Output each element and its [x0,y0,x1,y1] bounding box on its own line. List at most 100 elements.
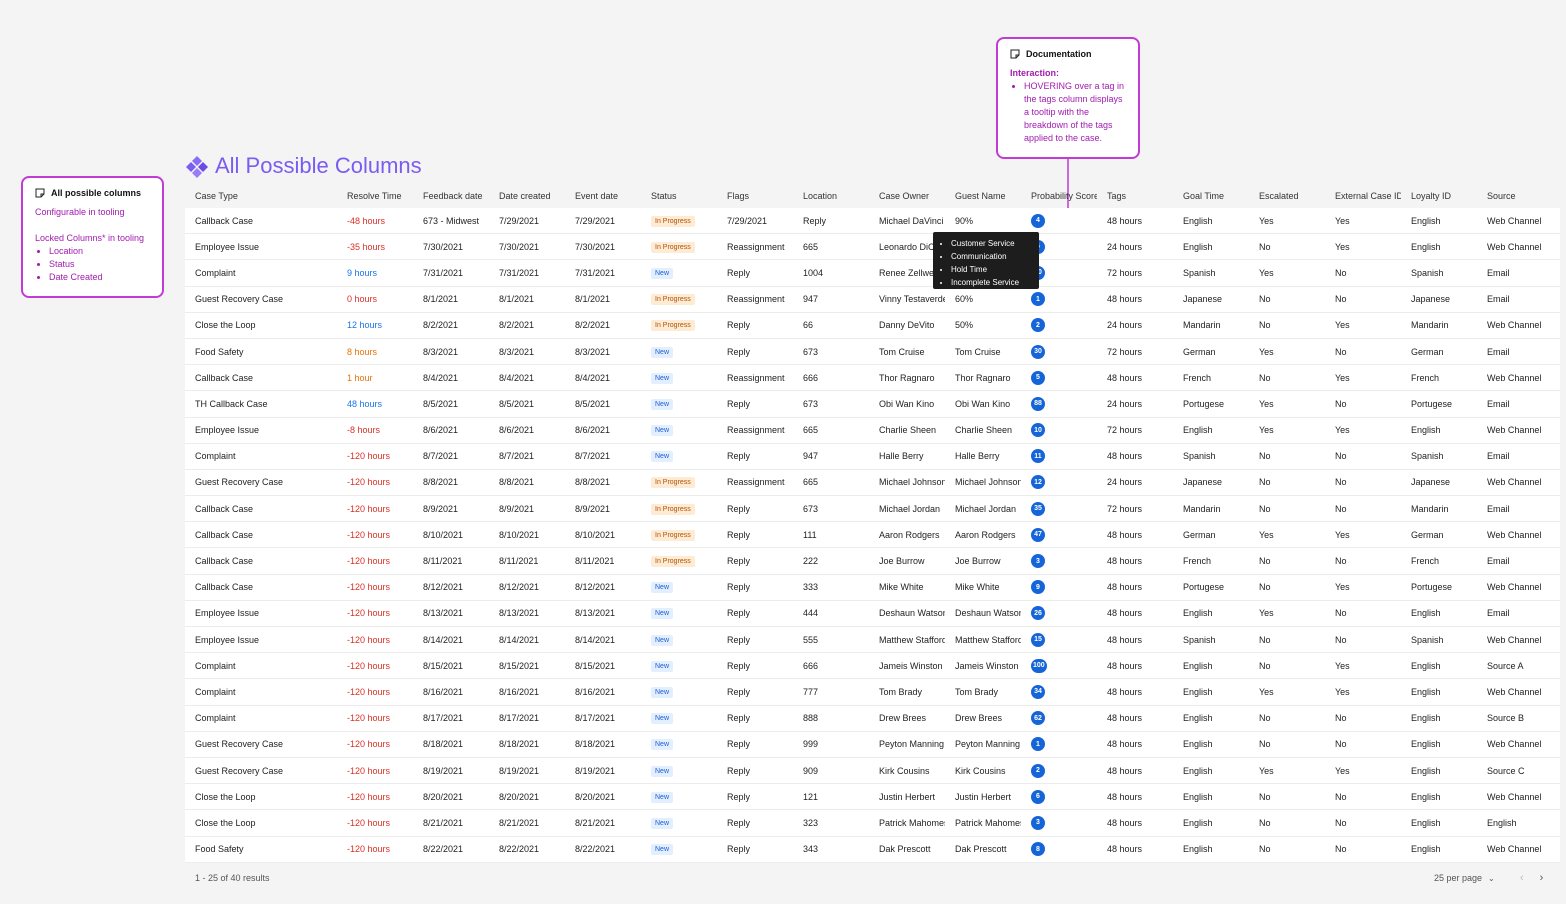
tag-count-badge[interactable]: 47 [1031,527,1045,542]
cell-tags: 48 hours [1107,844,1143,855]
tag-count-badge[interactable]: 1 [1031,292,1045,307]
cell-event-date: 8/18/2021 [575,739,616,750]
cell-location: 665 [803,425,819,436]
tag-count-badge[interactable]: 1 [1031,737,1045,752]
cell-external-case-id: No [1335,556,1347,567]
chevron-right-icon[interactable]: › [1539,872,1544,884]
tag-count-badge[interactable]: 100 [1031,658,1047,673]
cell-flags: Reply [727,608,751,619]
column-header-location[interactable]: Location [803,191,838,201]
table-row[interactable]: Employee Issue -35 hours 7/30/2021 7/30/202… [185,234,1560,261]
table-row[interactable]: Guest Recovery Case 0 hours 8/1/2021 8/1/20… [185,287,1560,313]
table-row[interactable]: Employee Issue -120 hours 8/13/2021 8/13/20… [185,601,1560,627]
cell-feedback-date: 8/19/2021 [423,765,464,776]
table-row[interactable]: Employee Issue -8 hours 8/6/2021 8/6/2021 8/… [185,418,1560,444]
table-row[interactable]: Close the Loop -120 hours 8/20/2021 8/20/20… [185,784,1560,811]
table-row[interactable]: Complaint -120 hours 8/7/2021 8/7/2021 8/7/2… [185,444,1560,470]
table-row[interactable]: Complaint 9 hours 7/31/2021 7/31/2021 7/31/2… [185,260,1560,287]
cell-tags: 24 hours [1107,241,1143,252]
table-row[interactable]: Callback Case -120 hours 8/11/2021 8/11/202… [185,548,1560,575]
table-row[interactable]: Complaint -120 hours 8/16/2021 8/16/2021 8/1… [185,679,1560,706]
table-header: Case Type Resolve Time Feedback date Date c… [185,184,1560,208]
tag-count-badge[interactable]: 88 [1031,396,1045,411]
tag-count-badge[interactable]: 26 [1031,606,1045,621]
tag-count-badge[interactable]: 9 [1031,580,1045,595]
tag-count-badge[interactable]: 10 [1031,423,1045,438]
cell-flags: Reply [727,844,751,855]
table-row[interactable]: Complaint -120 hours 8/17/2021 8/17/2021 8/1… [185,706,1560,732]
cell-location: 121 [803,791,819,802]
column-header-tags[interactable]: Tags [1107,191,1127,201]
table-row[interactable]: Callback Case -120 hours 8/9/2021 8/9/2021 8… [185,496,1560,523]
table-row[interactable]: Complaint -120 hours 8/15/2021 8/15/2021 8/1… [185,653,1560,680]
cell-guest-name: Patrick Mahomes [955,817,1021,828]
column-header-event-date[interactable]: Event date [575,191,619,201]
tags-tooltip: Customer Service Communication Hold Time… [933,232,1039,289]
table-row[interactable]: Food Safety -120 hours 8/22/2021 8/22/2021 8… [185,837,1560,863]
tag-count-badge[interactable]: 4 [1031,213,1045,228]
cell-feedback-date: 8/11/2021 [423,556,463,567]
column-header-case-owner[interactable]: Case Owner [879,191,930,201]
column-header-loyalty-id[interactable]: Loyalty ID [1411,191,1452,201]
tag-count-badge[interactable]: 2 [1031,318,1045,333]
column-header-escalated[interactable]: Escalated [1259,191,1299,201]
tag-count-badge[interactable]: 3 [1031,554,1045,569]
column-header-case-type[interactable]: Case Type [195,191,238,201]
cell-resolve-time: -120 hours [347,634,391,645]
column-header-resolve-time[interactable]: Resolve Time [347,191,402,201]
cell-external-case-id: Yes [1335,529,1350,540]
table-row[interactable]: Guest Recovery Case -120 hours 8/8/2021 8/8… [185,470,1560,497]
tag-count-badge[interactable]: 3 [1031,815,1045,830]
cell-feedback-date: 673 - Midwest [423,215,480,226]
column-header-external-case-id[interactable]: External Case ID [1335,191,1401,201]
column-header-goal-time[interactable]: Goal Time [1183,191,1225,201]
column-header-flags[interactable]: Flags [727,191,750,201]
column-header-probability-score[interactable]: Probability Score [1031,191,1097,201]
cell-case-owner: Leonardo DiCaprio [879,241,945,252]
tag-count-badge[interactable]: 2 [1031,763,1045,778]
cell-event-date: 8/20/2021 [575,791,616,802]
cell-guest-name: Charlie Sheen [955,425,1013,436]
tag-count-badge[interactable]: 34 [1031,684,1045,699]
tag-count-badge[interactable]: 15 [1031,632,1045,647]
table-row[interactable]: Guest Recovery Case -120 hours 8/18/2021 8/… [185,732,1560,758]
cell-external-case-id: No [1335,608,1347,619]
column-header-feedback-date[interactable]: Feedback date [423,191,483,201]
per-page-select[interactable]: 25 per page ⌄ [1434,873,1495,883]
cell-goal-time: English [1183,765,1213,776]
tag-count-badge[interactable]: 5 [1031,370,1045,385]
table-row[interactable]: Callback Case 1 hour 8/4/2021 8/4/2021 8/4/2… [185,365,1560,392]
cell-event-date: 8/19/2021 [575,765,616,776]
table-row[interactable]: Callback Case -48 hours 673 - Midwest 7/29/… [185,208,1560,235]
cell-external-case-id: Yes [1335,320,1350,331]
cell-source: Web Channel [1487,686,1542,697]
tag-count-badge[interactable]: 6 [1031,789,1045,804]
cell-escalated: No [1259,294,1271,305]
tag-count-badge[interactable]: 35 [1031,501,1045,516]
column-header-status[interactable]: Status [651,191,677,201]
table-row[interactable]: Callback Case -120 hours 8/12/2021 8/12/202… [185,575,1560,601]
column-header-source[interactable]: Source [1487,191,1516,201]
cell-guest-name: Kirk Cousins [955,765,1006,776]
cell-source: Email [1487,346,1510,357]
column-header-guest-name[interactable]: Guest Name [955,191,1006,201]
table-body: Callback Case -48 hours 673 - Midwest 7/29/… [185,208,1560,863]
table-row[interactable]: Employee Issue -120 hours 8/14/2021 8/14/20… [185,627,1560,654]
table-row[interactable]: TH Callback Case 48 hours 8/5/2021 8/5/2021… [185,391,1560,418]
status-badge: New [651,451,674,463]
table-row[interactable]: Close the Loop -120 hours 8/21/2021 8/21/20… [185,810,1560,837]
tag-count-badge[interactable]: 8 [1031,842,1045,857]
table-row[interactable]: Close the Loop 12 hours 8/2/2021 8/2/2021 8/… [185,313,1560,339]
column-header-date-created[interactable]: Date created [499,191,551,201]
table-row[interactable]: Guest Recovery Case -120 hours 8/19/2021 8/… [185,758,1560,785]
cell-source: Source B [1487,713,1525,724]
tag-count-badge[interactable]: 11 [1031,449,1045,464]
table-row[interactable]: Callback Case -120 hours 8/10/2021 8/10/202… [185,522,1560,549]
chevron-left-icon[interactable]: ‹ [1520,872,1524,884]
cell-probability-score: 26 [1021,606,1097,621]
cell-guest-name: Aaron Rodgers [955,529,1016,540]
table-row[interactable]: Food Safety 8 hours 8/3/2021 8/3/2021 8/3/20… [185,339,1560,366]
tag-count-badge[interactable]: 30 [1031,344,1045,359]
tag-count-badge[interactable]: 12 [1031,475,1045,490]
tag-count-badge[interactable]: 62 [1031,711,1045,726]
